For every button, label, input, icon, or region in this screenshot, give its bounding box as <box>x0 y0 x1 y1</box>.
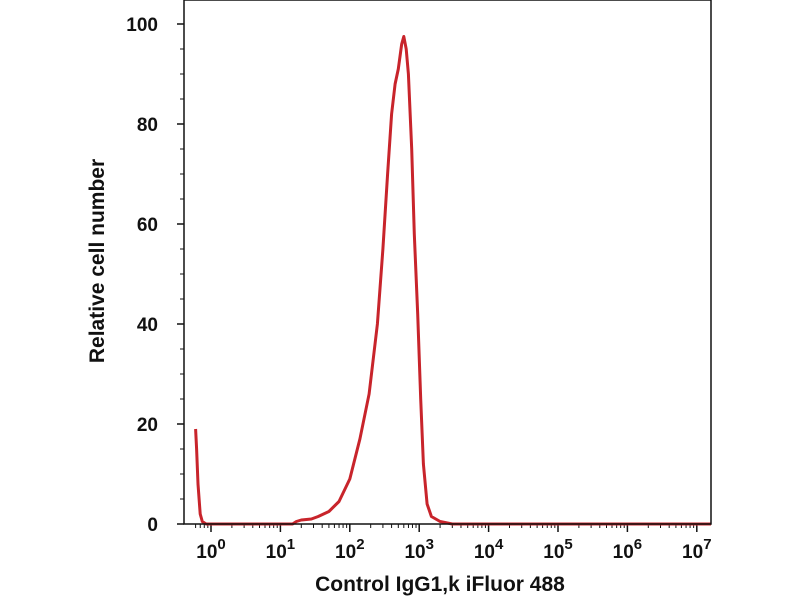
x-tick-label: 100 <box>196 536 225 563</box>
x-tick-base: 10 <box>613 542 634 563</box>
x-axis-ticks: 100 101 102 103 104 105 106 107 <box>195 524 712 563</box>
y-tick-label: 0 <box>147 515 158 536</box>
x-tick-base: 10 <box>474 542 495 563</box>
x-tick-label: 105 <box>543 536 572 563</box>
x-tick-label: 103 <box>404 536 433 563</box>
y-axis-ticks: 0 20 40 60 80 100 <box>126 15 184 536</box>
x-tick-label: 107 <box>682 536 711 563</box>
x-tick-label: 102 <box>335 536 364 563</box>
y-axis-title: Relative cell number <box>86 159 109 363</box>
x-tick-exponent: 2 <box>356 536 364 553</box>
x-tick-exponent: 4 <box>495 536 504 553</box>
x-tick-label: 104 <box>474 536 504 563</box>
x-tick-label: 106 <box>613 536 642 563</box>
x-tick-base: 10 <box>335 542 356 563</box>
x-tick-exponent: 3 <box>426 536 434 553</box>
y-tick-label: 100 <box>126 15 158 36</box>
y-tick-label: 80 <box>137 115 158 136</box>
x-tick-base: 10 <box>543 542 564 563</box>
x-tick-exponent: 5 <box>564 536 572 553</box>
x-tick-exponent: 6 <box>634 536 642 553</box>
x-tick-exponent: 0 <box>217 536 225 553</box>
x-tick-base: 10 <box>266 542 287 563</box>
x-tick-label: 101 <box>266 536 295 563</box>
x-axis-title: Control IgG1,k iFluor 488 <box>315 573 565 596</box>
x-tick-exponent: 7 <box>703 536 711 553</box>
histogram-curve <box>194 35 711 526</box>
x-tick-base: 10 <box>404 542 425 563</box>
x-tick-exponent: 1 <box>287 536 295 553</box>
plot-frame <box>183 0 712 525</box>
x-tick-base: 10 <box>682 542 703 563</box>
y-tick-label: 40 <box>137 315 158 336</box>
y-tick-label: 20 <box>137 415 158 436</box>
y-tick-label: 60 <box>137 215 158 236</box>
x-tick-base: 10 <box>196 542 217 563</box>
